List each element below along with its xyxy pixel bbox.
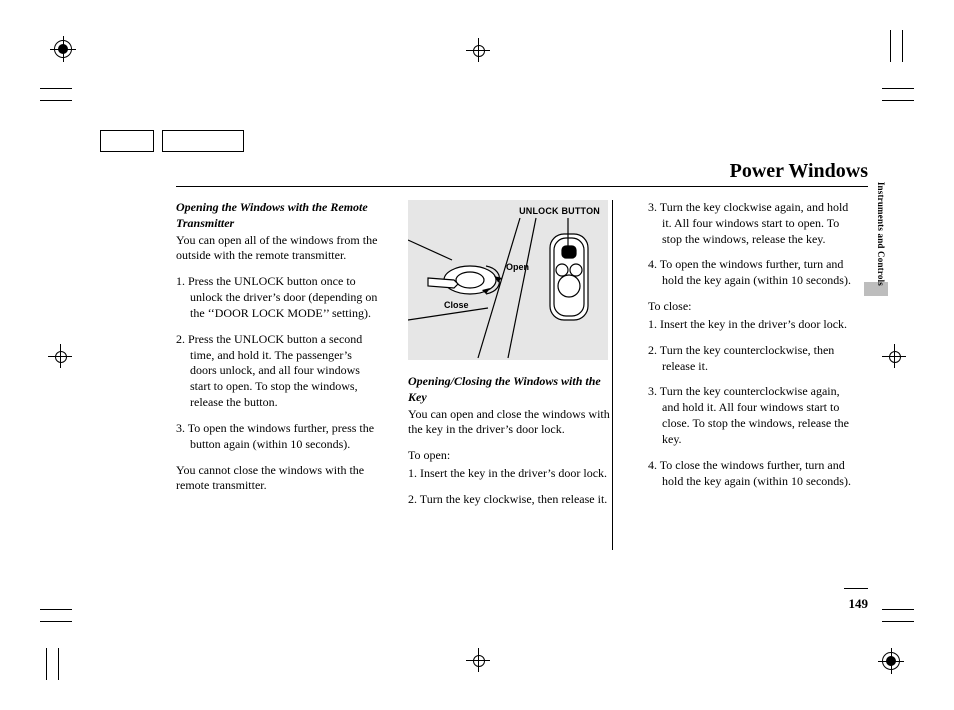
label-text: To close: xyxy=(648,299,852,315)
subheading: Opening/Closing the Windows with the Key xyxy=(408,374,612,406)
step-text: 4. To close the windows further, turn an… xyxy=(648,458,852,490)
key-remote-illustration-icon xyxy=(408,200,608,360)
step-text: 1. Press the UNLOCK button once to unloc… xyxy=(176,274,380,321)
crop-mark-icon xyxy=(40,76,100,106)
step-text: 2. Turn the key counterclockwise, then r… xyxy=(648,343,852,375)
step-text: 3. To open the windows further, press th… xyxy=(176,421,380,453)
figure-illustration: UNLOCK BUTTON xyxy=(408,200,608,360)
crosshair-icon xyxy=(466,38,490,62)
registration-mark-icon xyxy=(882,652,900,670)
figure-label-open: Open xyxy=(506,262,529,274)
column-separator xyxy=(612,200,613,550)
pagenum-rule xyxy=(844,588,868,589)
crosshair-icon xyxy=(882,344,906,368)
step-text: 3. Turn the key counterclockwise again, … xyxy=(648,384,852,447)
section-tab-label: Instruments and Controls xyxy=(876,182,886,286)
step-text: 2. Turn the key clockwise, then release … xyxy=(408,492,612,508)
column-3: 3. Turn the key clockwise again, and hol… xyxy=(628,200,868,518)
placeholder-boxes xyxy=(100,130,244,152)
registration-mark-icon xyxy=(54,40,72,58)
body-text: You can open all of the windows from the… xyxy=(176,233,380,265)
step-text: 2. Press the UNLOCK button a second time… xyxy=(176,332,380,411)
body-text: You cannot close the windows with the re… xyxy=(176,463,380,495)
manual-page: Power Windows Instruments and Controls O… xyxy=(0,0,954,710)
crosshair-icon xyxy=(466,648,490,672)
placeholder-box xyxy=(100,130,154,152)
column-2: UNLOCK BUTTON xyxy=(396,200,628,518)
step-text: 3. Turn the key clockwise again, and hol… xyxy=(648,200,852,247)
page-title: Power Windows xyxy=(730,160,868,183)
placeholder-box xyxy=(162,130,244,152)
step-text: 1. Insert the key in the driver’s door l… xyxy=(408,466,612,482)
label-text: To open: xyxy=(408,448,612,464)
crop-mark-icon xyxy=(40,604,100,634)
subheading: Opening the Windows with the Remote Tran… xyxy=(176,200,380,232)
step-text: 1. Insert the key in the driver’s door l… xyxy=(648,317,852,333)
page-number: 149 xyxy=(849,596,869,612)
title-rule xyxy=(176,186,868,187)
column-1: Opening the Windows with the Remote Tran… xyxy=(176,200,396,518)
step-text: 4. To open the windows further, turn and… xyxy=(648,257,852,289)
crop-mark-icon xyxy=(854,76,914,106)
crosshair-icon xyxy=(48,344,72,368)
figure-label-close: Close xyxy=(444,300,469,312)
body-text: You can open and close the windows with … xyxy=(408,407,612,439)
content-columns: Opening the Windows with the Remote Tran… xyxy=(176,200,868,518)
